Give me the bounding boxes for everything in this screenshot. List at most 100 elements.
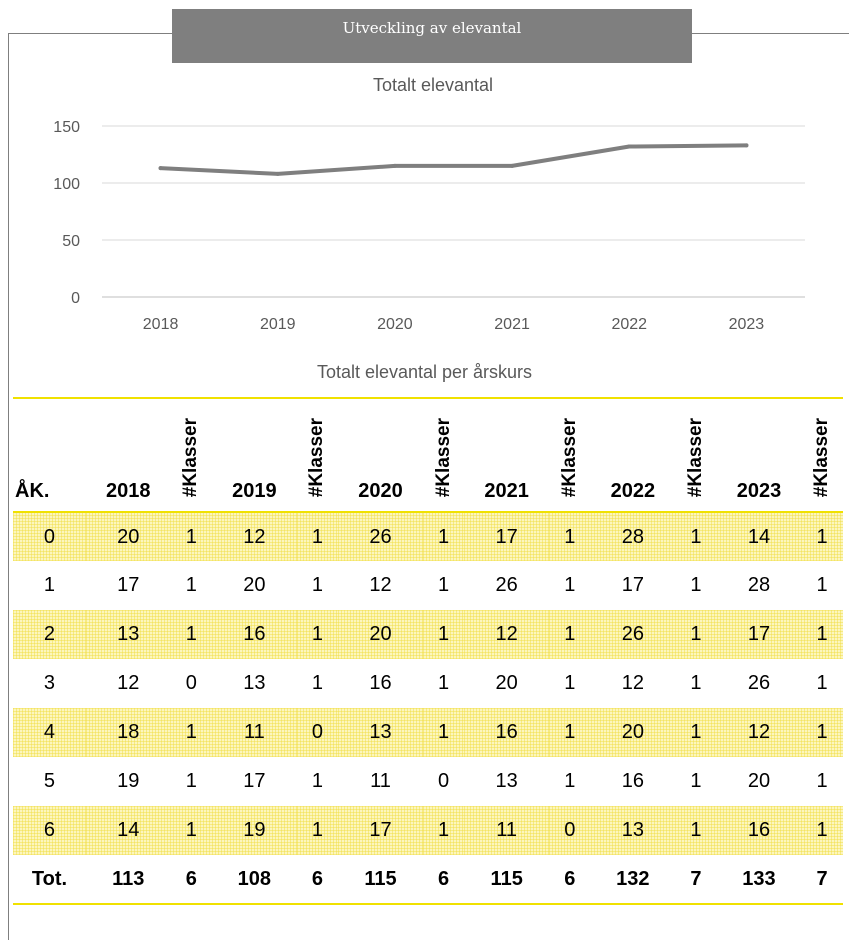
table-cell: 16	[369, 672, 392, 694]
table-cell: 20	[243, 574, 266, 596]
series-line	[158, 143, 749, 176]
table-cell: 1	[548, 610, 591, 659]
y-tick-label: 150	[53, 119, 80, 136]
table-cell: 20	[590, 708, 676, 757]
header-year: 2021	[484, 480, 529, 502]
table-cell: 28	[590, 512, 676, 561]
header-year: 2022	[610, 480, 656, 502]
total-cell: 133	[716, 855, 802, 905]
table-cell: 0	[296, 708, 339, 757]
banner-title: Utveckling av elevantal	[342, 19, 522, 37]
data-point	[158, 166, 163, 171]
table-cell: 1	[564, 672, 576, 694]
x-tick-label: 2018	[143, 316, 179, 333]
header-class-count: #Klasser	[549, 398, 591, 512]
table-cell: 1	[422, 610, 465, 659]
table-cell: 1	[170, 512, 213, 561]
table-cell: 13	[590, 806, 676, 855]
table-cell: 1	[438, 574, 450, 596]
data-point	[744, 143, 749, 148]
line-chart: Totalt elevantal 0 50 100 150 2018 2019 2020 202…	[53, 75, 805, 333]
table-cell: 0	[438, 770, 450, 792]
header-class-count-label: #Klasser	[180, 417, 202, 497]
total-cell: 115	[338, 855, 423, 905]
table-cell: 26	[495, 574, 518, 596]
table-cell: 19	[212, 806, 297, 855]
header-class-count: #Klasser	[297, 398, 339, 512]
table-cell: 1	[296, 806, 339, 855]
header-year: 2020	[358, 480, 403, 502]
table-cell: 1	[690, 770, 702, 792]
table-cell: 1	[170, 806, 213, 855]
header-class-count-label: #Klasser	[684, 417, 706, 497]
table-cell: 12	[212, 512, 297, 561]
table-cell: 4	[13, 708, 86, 757]
table-cell: 14	[85, 806, 171, 855]
total-cell: 6	[422, 855, 465, 905]
table-cell: 1	[422, 806, 465, 855]
table-cell: 16	[716, 806, 802, 855]
table-cell: 11	[370, 770, 391, 792]
header-year: 2023	[736, 480, 782, 502]
table-cell: 20	[85, 512, 171, 561]
y-tick-label: 0	[71, 290, 80, 307]
header-class-count-label: #Klasser	[432, 417, 454, 497]
table-row: 2 13 1 16 1 20 1 12 1 26 1 17 1	[13, 610, 843, 659]
table-cell: 1	[422, 512, 465, 561]
total-cell: 6	[548, 855, 591, 905]
header-class-count-label: #Klasser	[811, 417, 833, 497]
table-cell: 1	[296, 610, 339, 659]
table-cell: 26	[338, 512, 423, 561]
table-cell: 1	[311, 672, 323, 694]
table-cell: 1	[675, 708, 717, 757]
data-point	[392, 163, 397, 168]
table-cell: 1	[311, 770, 323, 792]
table-cell: 16	[621, 770, 644, 792]
total-cell: 6	[296, 855, 339, 905]
total-cell: 7	[675, 855, 717, 905]
table-title: Totalt elevantal per årskurs	[316, 362, 533, 382]
frame-border-top-right	[692, 33, 849, 34]
table-row: 0 20 1 12 1 26 1 17 1 28 1 14 1	[13, 512, 843, 561]
table-cell: 13	[495, 770, 518, 792]
table-cell: 3	[43, 672, 56, 694]
table-cell: 17	[621, 574, 644, 596]
table-row: 1 17 1 20 1 12 1 26 1 17 1 28 1	[13, 561, 843, 610]
data-point	[510, 163, 515, 168]
table-header-row: ÅK. 2018 #Klasser 2019 #Klasser 2020 #Klasser 2…	[13, 398, 843, 512]
table-cell: 1	[801, 512, 843, 561]
x-tick-label: 2023	[729, 316, 765, 333]
y-tick-label: 50	[62, 233, 80, 250]
table-cell: 17	[338, 806, 423, 855]
table-cell: 1	[422, 708, 465, 757]
table-cell: 16	[464, 708, 549, 757]
table-cell: 19	[117, 770, 140, 792]
table-cell: 12	[716, 708, 802, 757]
chart-title: Totalt elevantal	[373, 75, 493, 95]
table-cell: 17	[464, 512, 549, 561]
header-grade: ÅK.	[15, 480, 50, 502]
table-cell: 1	[801, 610, 843, 659]
table-cell: 1	[170, 708, 213, 757]
table-cell: 0	[185, 672, 197, 694]
table-cell: 11	[212, 708, 297, 757]
table-cell: 1	[690, 672, 702, 694]
frame-border-top-left	[8, 33, 172, 34]
section-banner: Utveckling av elevantal	[172, 9, 692, 63]
header-year: 2018	[105, 480, 151, 502]
table-cell: 26	[590, 610, 676, 659]
table-cell: 1	[185, 770, 197, 792]
table-cell: 28	[747, 574, 771, 596]
header-class-count: #Klasser	[423, 398, 465, 512]
total-cell: 108	[212, 855, 297, 905]
total-cell: 6	[170, 855, 213, 905]
header-class-count-label: #Klasser	[306, 417, 328, 497]
table-cell: 1	[816, 574, 828, 596]
table-cell: 20	[747, 770, 771, 792]
table-cell: 1	[548, 512, 591, 561]
table-cell: 17	[243, 770, 266, 792]
x-tick-label: 2019	[260, 316, 296, 333]
table-total-row: Tot. 113 6 108 6 115 6 115 6 132 7 133 7	[13, 855, 843, 905]
table-cell: 26	[747, 672, 771, 694]
table-row: 5 19 1 17 1 11 0 13 1 16 1 20 1	[13, 757, 843, 806]
